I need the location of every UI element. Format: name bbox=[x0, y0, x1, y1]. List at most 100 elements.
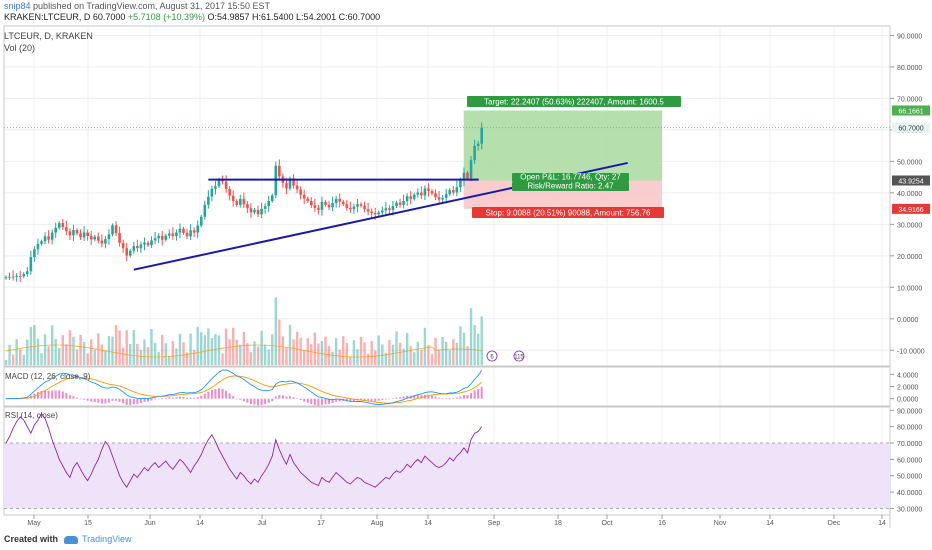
rsi-legend[interactable]: RSI (14, close) bbox=[5, 411, 58, 420]
volume-bar bbox=[121, 347, 125, 365]
volume-legend[interactable]: Vol (20) bbox=[4, 43, 36, 53]
volume-bar bbox=[100, 344, 104, 365]
volume-bar bbox=[271, 334, 274, 365]
candle-body bbox=[79, 233, 82, 238]
created-with-text: Created with bbox=[4, 534, 59, 544]
candle-body bbox=[334, 198, 338, 203]
macd-histogram-bar bbox=[381, 398, 384, 401]
macd-histogram-bar bbox=[395, 397, 398, 399]
target-zone bbox=[463, 110, 662, 181]
change-text: +5.7108 (+10.39%) bbox=[127, 12, 205, 22]
candle-body bbox=[377, 212, 381, 215]
candlestick-series[interactable] bbox=[4, 122, 483, 282]
macd-histogram-bar bbox=[367, 398, 370, 401]
macd-histogram-bar bbox=[83, 398, 86, 400]
macd-legend[interactable]: MACD (12, 26, close, 9) bbox=[5, 372, 91, 381]
macd-tick-label: 4.0000 bbox=[897, 372, 919, 379]
rsi-indicator: 90.0000 80.0000 70.0000 60.0000 50.0000 40.00… bbox=[4, 408, 922, 513]
macd-histogram-bar bbox=[36, 391, 39, 399]
volume-bar bbox=[228, 339, 231, 365]
macd-histogram-bar bbox=[65, 393, 68, 399]
volume-bar bbox=[363, 342, 366, 365]
macd-histogram-bar bbox=[441, 398, 444, 400]
candle-body bbox=[476, 143, 480, 146]
macd-histogram-bar bbox=[320, 398, 323, 405]
volume-bar bbox=[342, 336, 345, 365]
macd-histogram-bar bbox=[196, 397, 199, 399]
candle-body bbox=[359, 204, 363, 206]
current-price-badge: 60.7000 bbox=[898, 126, 923, 133]
macd-histogram-bar bbox=[374, 398, 377, 401]
macd-histogram-bar bbox=[193, 397, 196, 399]
macd-histogram-bar bbox=[143, 398, 146, 402]
candle-body bbox=[420, 192, 423, 196]
time-tick-label: Oct bbox=[602, 520, 613, 527]
candle-body bbox=[260, 208, 263, 215]
candle-body bbox=[132, 246, 136, 251]
volume-bar bbox=[61, 335, 64, 365]
grid-lines bbox=[4, 26, 890, 515]
symbol-legend[interactable]: LTCEUR, D, KRAKEN bbox=[4, 31, 93, 41]
macd-histogram-bar bbox=[459, 396, 462, 399]
price-tick-label: -10.0000 bbox=[897, 348, 925, 355]
volume-bar bbox=[43, 334, 47, 365]
candle-body bbox=[40, 241, 43, 244]
macd-histogram-bar bbox=[111, 398, 114, 401]
macd-histogram-bar bbox=[97, 398, 100, 403]
volume-bar bbox=[395, 331, 398, 365]
candle-body bbox=[253, 209, 256, 213]
rsi-tick-label: 90.0000 bbox=[897, 408, 922, 415]
candle-body bbox=[153, 238, 157, 241]
macd-histogram-bar bbox=[154, 398, 157, 400]
macd-histogram-bar bbox=[200, 395, 203, 399]
macd-histogram-bar bbox=[147, 398, 149, 402]
author-link[interactable]: snip84 bbox=[4, 1, 31, 11]
macd-histogram-bar bbox=[239, 398, 242, 400]
tradingview-brand[interactable]: TradingView bbox=[82, 534, 132, 544]
macd-histogram-bar bbox=[399, 397, 402, 399]
candle-body bbox=[217, 179, 221, 187]
candle-body bbox=[160, 235, 164, 240]
volume-bar bbox=[292, 339, 295, 365]
candle-body bbox=[320, 201, 324, 210]
candle-body bbox=[50, 232, 54, 240]
macd-histogram-bar bbox=[466, 395, 469, 399]
candle-body bbox=[68, 231, 72, 236]
volume-bar bbox=[455, 342, 459, 365]
candle-body bbox=[324, 201, 327, 205]
candle-body bbox=[444, 194, 448, 198]
volume-bar bbox=[295, 331, 299, 365]
candle-body bbox=[150, 240, 153, 246]
macd-histogram-bar bbox=[100, 398, 103, 404]
volume-bar bbox=[459, 326, 462, 365]
rsi-band bbox=[4, 443, 890, 509]
macd-histogram-bar bbox=[44, 390, 47, 399]
candle-body bbox=[107, 234, 111, 240]
candle-body bbox=[111, 225, 114, 235]
candle-body bbox=[412, 194, 416, 199]
target-label: Target: 22.2407 (50.63%) 222407, Amount:… bbox=[484, 98, 664, 107]
price-tick-label: 30.0000 bbox=[897, 222, 922, 229]
volume-bar bbox=[125, 330, 128, 365]
volume-bar bbox=[19, 349, 22, 365]
time-tick-label: Jun bbox=[144, 520, 155, 527]
macd-histogram-bar bbox=[455, 397, 458, 399]
volume-bar bbox=[104, 350, 107, 365]
time-tick-label: May bbox=[27, 520, 41, 527]
stop-label-box bbox=[472, 207, 664, 218]
macd-histogram-bar bbox=[285, 396, 288, 399]
volume-bar bbox=[249, 352, 253, 365]
candle-body bbox=[82, 232, 86, 238]
candle-body bbox=[157, 235, 160, 239]
time-tick-label: 14 bbox=[424, 520, 432, 527]
candle-body bbox=[89, 235, 93, 240]
volume-bar bbox=[107, 336, 111, 365]
macd-histogram-bar bbox=[289, 396, 291, 399]
candle-body bbox=[86, 232, 89, 236]
volume-bar bbox=[132, 330, 135, 365]
macd-histogram-bar bbox=[303, 398, 306, 402]
macd-histogram-bar bbox=[68, 395, 71, 399]
candle-body bbox=[416, 192, 420, 195]
candle-body bbox=[306, 198, 310, 202]
